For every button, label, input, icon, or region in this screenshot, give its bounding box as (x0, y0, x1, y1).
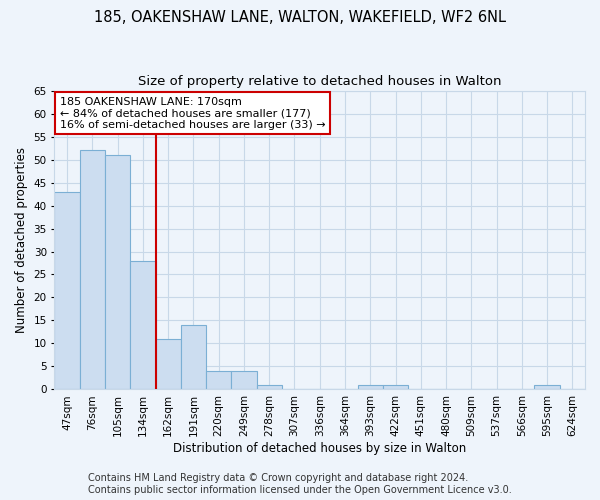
X-axis label: Distribution of detached houses by size in Walton: Distribution of detached houses by size … (173, 442, 466, 455)
Y-axis label: Number of detached properties: Number of detached properties (15, 147, 28, 333)
Bar (535, 385, 560, 390)
Text: Contains HM Land Registry data © Crown copyright and database right 2024.
Contai: Contains HM Land Registry data © Crown c… (88, 474, 512, 495)
Bar (358, 385, 383, 390)
Bar (231, 371, 257, 390)
Title: Size of property relative to detached houses in Walton: Size of property relative to detached ho… (138, 75, 502, 88)
Text: 185, OAKENSHAW LANE, WALTON, WAKEFIELD, WF2 6NL: 185, OAKENSHAW LANE, WALTON, WAKEFIELD, … (94, 10, 506, 25)
Bar (155, 339, 181, 390)
Bar (130, 260, 155, 390)
Bar (105, 155, 130, 390)
Bar (257, 385, 282, 390)
Bar (55, 192, 80, 390)
Text: 185 OAKENSHAW LANE: 170sqm
← 84% of detached houses are smaller (177)
16% of sem: 185 OAKENSHAW LANE: 170sqm ← 84% of deta… (60, 96, 325, 130)
Bar (181, 325, 206, 390)
Bar (80, 150, 105, 390)
Bar (383, 385, 408, 390)
Bar (206, 371, 231, 390)
